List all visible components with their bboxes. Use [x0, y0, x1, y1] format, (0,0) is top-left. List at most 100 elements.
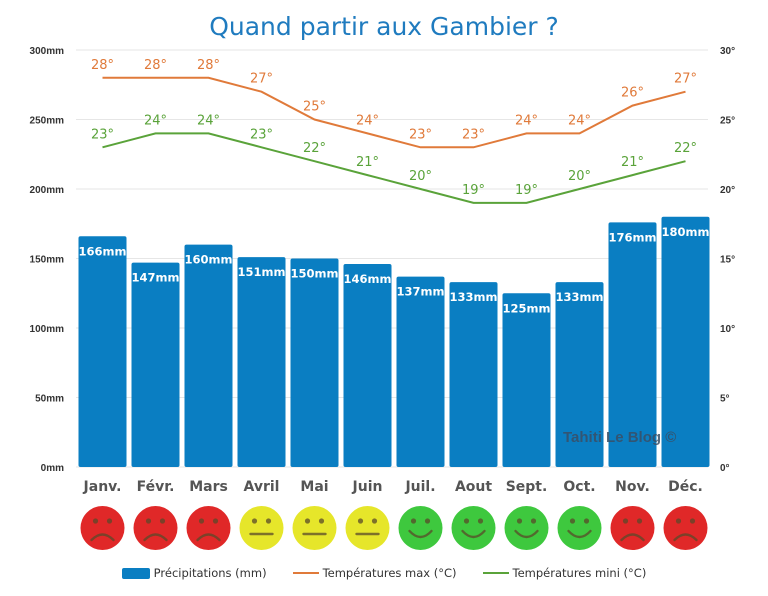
tmax-label: 23° [462, 127, 485, 142]
legend-swatch-tmin [482, 572, 509, 574]
month-label: Déc. [668, 479, 703, 495]
month-label: Juil. [404, 479, 435, 495]
month-axis: Janv. Févr. Mars Avril Mai Juin Juil. Aout Sept.… [83, 479, 703, 495]
precip-bar [661, 216, 710, 467]
tmax-line [102, 76, 686, 149]
precip-bar-label: 166mm [79, 244, 127, 258]
precip-bar [608, 222, 657, 467]
legend-item-tmax: Températures max (°C) [292, 566, 457, 580]
tmax-label: 24° [568, 113, 591, 128]
legend: Précipitations (mm) Températures max (°C… [0, 566, 768, 580]
right-tick-label: 0° [720, 463, 730, 474]
month-label: Juin [352, 479, 383, 495]
right-tick-label: 30° [720, 46, 735, 57]
tmin-label: 24° [197, 113, 220, 128]
precip-bar-label: 176mm [609, 230, 657, 244]
right-tick-label: 15° [720, 255, 735, 266]
tmax-label: 25° [303, 100, 326, 115]
tmax-label: 27° [250, 72, 273, 87]
tmin-label: 23° [250, 127, 273, 142]
month-label: Mai [300, 479, 328, 495]
temp-lines [102, 76, 686, 204]
tmin-label: 22° [303, 141, 326, 156]
neutral-face-icon [292, 506, 337, 550]
tmax-label: 23° [409, 127, 432, 142]
legend-item-precip: Précipitations (mm) [121, 566, 267, 580]
tmax-label: 28° [197, 58, 220, 73]
watermark: Tahiti Le Blog © [563, 429, 676, 446]
left-tick-label: 50mm [35, 394, 64, 405]
legend-label: Précipitations (mm) [153, 566, 267, 580]
tmin-label: 21° [621, 155, 644, 170]
left-tick-label: 0mm [41, 463, 64, 474]
precip-bar-label: 146mm [344, 272, 392, 286]
tmax-label: 26° [621, 86, 644, 101]
month-label: Janv. [83, 479, 122, 495]
precip-bar [502, 293, 551, 467]
legend-label: Températures max (°C) [322, 566, 457, 580]
month-label: Nov. [615, 479, 650, 495]
sad-face-icon [186, 506, 231, 550]
month-label: Avril [244, 479, 280, 495]
precip-bar-label: 137mm [397, 285, 445, 299]
precip-bar [290, 258, 339, 467]
happy-face-icon [557, 506, 602, 550]
sad-face-icon [80, 506, 125, 550]
legend-swatch-tmax [292, 572, 319, 574]
left-tick-label: 200mm [30, 185, 65, 196]
tmin-label: 22° [674, 141, 697, 156]
tmin-label: 21° [356, 155, 379, 170]
gridlines [76, 49, 708, 468]
month-label: Mars [189, 479, 228, 495]
left-tick-label: 300mm [30, 46, 65, 57]
precip-bar-label: 150mm [291, 267, 339, 281]
tmin-label: 23° [91, 127, 114, 142]
tmax-label: 28° [144, 58, 167, 73]
tmax-label: 24° [515, 113, 538, 128]
tmax-label: 28° [91, 58, 114, 73]
tmin-label: 20° [409, 169, 432, 184]
precip-bar [131, 262, 180, 467]
precip-bars [78, 216, 710, 467]
precip-labels: 166mm 147mm 160mm 151mm 150mm 146mm 137mm 133mm… [79, 225, 710, 315]
sad-face-icon [663, 506, 708, 550]
precip-bar-label: 180mm [662, 225, 710, 239]
precip-bar [184, 244, 233, 467]
happy-face-icon [398, 506, 443, 550]
legend-swatch-bar [121, 567, 150, 579]
tmin-line [102, 132, 686, 204]
right-tick-label: 20° [720, 185, 735, 196]
left-axis: 0mm 50mm 100mm 150mm 200mm 250mm 300mm [30, 46, 65, 474]
right-tick-label: 10° [720, 324, 735, 335]
left-tick-label: 150mm [30, 255, 65, 266]
precip-bar-label: 151mm [238, 265, 286, 279]
month-label: Aout [455, 479, 492, 495]
precip-bar [555, 282, 604, 467]
precip-bar-label: 133mm [450, 290, 498, 304]
precip-bar-label: 147mm [132, 271, 180, 285]
precip-bar [396, 276, 445, 467]
legend-label: Températures mini (°C) [512, 566, 647, 580]
temp-labels: 28° 28° 28° 27° 25° 24° 23° 23° 24° 24° 26° 27° 23° 2… [91, 58, 697, 198]
precip-bar [78, 236, 127, 467]
left-tick-label: 250mm [30, 116, 65, 127]
right-tick-label: 5° [720, 394, 730, 405]
happy-face-icon [504, 506, 549, 550]
right-tick-label: 25° [720, 116, 735, 127]
rating-faces [80, 506, 708, 550]
precip-bar-label: 125mm [503, 301, 551, 315]
neutral-face-icon [239, 506, 284, 550]
tmax-label: 24° [356, 113, 379, 128]
tmin-label: 19° [462, 183, 485, 198]
precip-bar-label: 133mm [556, 290, 604, 304]
left-tick-label: 100mm [30, 324, 65, 335]
precip-bar [343, 264, 392, 467]
tmax-label: 27° [674, 72, 697, 87]
precip-bar-label: 160mm [185, 253, 233, 267]
month-label: Févr. [137, 479, 175, 495]
tmin-label: 19° [515, 183, 538, 198]
tmin-label: 24° [144, 113, 167, 128]
legend-item-tmin: Températures mini (°C) [482, 566, 647, 580]
right-axis: 0° 5° 10° 15° 20° 25° 30° [720, 46, 735, 474]
